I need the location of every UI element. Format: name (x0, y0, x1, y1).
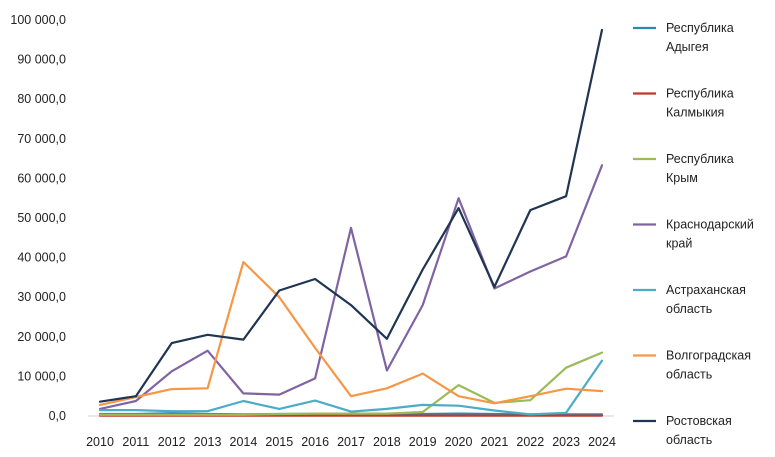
y-tick-label: 80 000,0 (17, 92, 66, 106)
legend-label: область (666, 433, 712, 447)
series-line-5 (98, 359, 604, 416)
legend-label: Адыгея (666, 40, 709, 54)
x-tick-label: 2017 (337, 435, 365, 449)
legend-label: Республика (666, 21, 734, 35)
legend-label: область (666, 302, 712, 316)
y-axis-ticks: 0,0 10 000,0 20 000,0 30 000,0 40 000,0 50 00… (10, 13, 66, 423)
x-tick-label: 2018 (373, 435, 401, 449)
legend-label: Краснодарский (666, 218, 754, 232)
y-tick-label: 70 000,0 (17, 132, 66, 146)
x-tick-label: 2020 (445, 435, 473, 449)
series-line-7 (98, 28, 604, 403)
legend-label: Республика (666, 87, 734, 101)
legend-label: область (666, 368, 712, 382)
series-line-6 (98, 260, 604, 406)
y-tick-label: 30 000,0 (17, 290, 66, 304)
x-tick-label: 2023 (552, 435, 580, 449)
x-tick-label: 2012 (158, 435, 186, 449)
x-tick-label: 2013 (194, 435, 222, 449)
y-tick-label: 40 000,0 (17, 251, 66, 265)
legend-label: край (666, 237, 692, 251)
series-line-3 (98, 351, 604, 416)
x-tick-label: 2016 (301, 435, 329, 449)
legend-label: Крым (666, 171, 698, 185)
x-tick-label: 2021 (481, 435, 509, 449)
series-lines (98, 28, 604, 417)
legend-label: Республика (666, 152, 734, 166)
y-tick-label: 60 000,0 (17, 171, 66, 185)
y-tick-label: 90 000,0 (17, 53, 66, 67)
x-tick-label: 2015 (265, 435, 293, 449)
x-tick-label: 2019 (409, 435, 437, 449)
y-tick-label: 20 000,0 (17, 330, 66, 344)
x-tick-label: 2014 (230, 435, 258, 449)
x-tick-label: 2022 (516, 435, 544, 449)
legend-label: Волгоградская (666, 349, 751, 363)
y-tick-label: 50 000,0 (17, 211, 66, 225)
x-tick-label: 2010 (86, 435, 114, 449)
legend-label: Ростовская (666, 414, 732, 428)
x-tick-label: 2024 (588, 435, 616, 449)
y-tick-label: 100 000,0 (10, 13, 66, 27)
x-tick-label: 2011 (122, 435, 149, 449)
legend-label: Калмыкия (666, 106, 724, 120)
legend-label: Астраханская (666, 283, 746, 297)
y-tick-label: 10 000,0 (17, 369, 66, 383)
x-axis-ticks: 2010 2011 2012 2013 2014 2015 2016 2017 2018 2019… (86, 435, 616, 449)
series-line-4 (98, 164, 604, 410)
legend: Республика Адыгея Республика Калмыкия Респуб… (633, 21, 754, 447)
y-tick-label: 0,0 (49, 409, 66, 423)
